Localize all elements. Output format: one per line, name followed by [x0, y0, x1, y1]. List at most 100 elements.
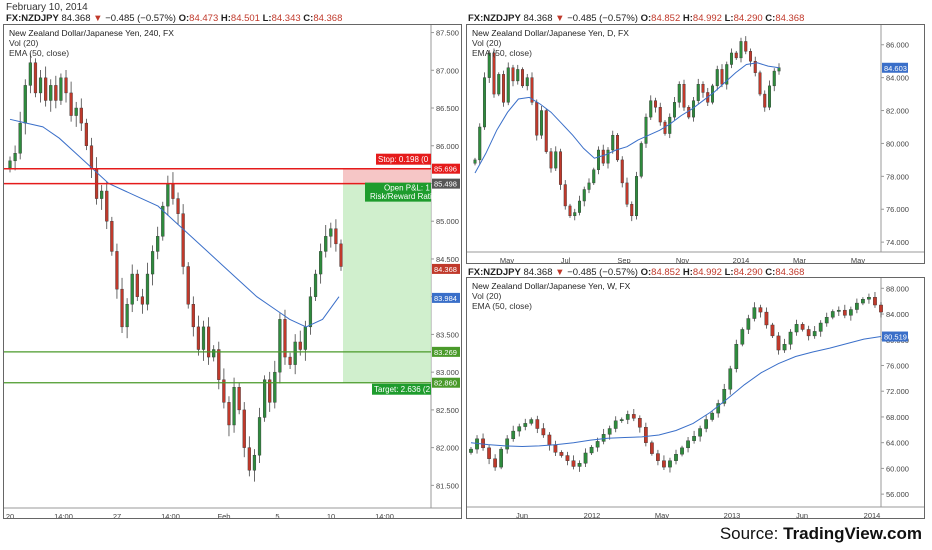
source-credit: Source: TradingView.com	[720, 524, 922, 544]
symbol[interactable]: FX:NZDJPY	[468, 13, 521, 24]
study-ema: EMA (50, close)	[472, 301, 532, 311]
price-label-last	[882, 331, 908, 342]
candle-down	[186, 266, 190, 305]
candle-down	[753, 60, 757, 73]
x-tick-label: 14:00	[54, 512, 73, 518]
x-tick-label: 2012	[584, 511, 601, 518]
high-value: 84.501	[230, 13, 260, 24]
candle-down	[615, 135, 620, 161]
candle-down	[758, 72, 762, 95]
candle-down	[520, 69, 525, 87]
chart-4h[interactable]: 81.50082.00082.50083.00083.50084.00084.5…	[4, 25, 461, 518]
candle-up	[710, 412, 715, 420]
candle-down	[535, 419, 540, 429]
candle-down	[776, 335, 781, 351]
risk-zone	[343, 168, 431, 184]
symbol[interactable]: FX:NZDJPY	[6, 13, 59, 24]
candle-down	[535, 102, 539, 136]
candle-up	[704, 419, 709, 429]
ema-line	[474, 62, 780, 174]
price-label-last-text: 84.603	[884, 64, 907, 73]
candle-up	[49, 85, 53, 101]
candle-up	[812, 331, 817, 337]
price-label-target	[432, 377, 460, 388]
candle-up	[59, 77, 63, 101]
y-tick-label: 87.500	[436, 29, 459, 38]
quote-header-4h: FX:NZDJPY 84.368 ▼ −0.485 (−0.57%) O:84.…	[6, 13, 343, 24]
candle-down	[196, 326, 201, 350]
quote-header-daily: FX:NZDJPY 84.368 ▼ −0.485 (−0.57%) O:84.…	[468, 13, 805, 24]
candle-up	[728, 368, 733, 390]
open-value: 84.852	[651, 267, 681, 278]
candle-up	[692, 436, 696, 441]
candle-up	[577, 463, 582, 467]
candle-up	[308, 296, 313, 328]
y-tick-label: 72.000	[886, 387, 909, 396]
candle-up	[313, 273, 318, 297]
candle-up	[611, 135, 615, 151]
candle-up	[592, 169, 596, 184]
candle-up	[740, 329, 745, 345]
y-tick-label: 84.000	[886, 310, 909, 319]
candle-up	[469, 448, 473, 453]
price-label-ema-last	[432, 292, 460, 303]
candle-up	[13, 153, 17, 162]
high-value: 84.992	[692, 13, 722, 24]
x-tick-label: 2014	[733, 256, 750, 263]
candle-down	[530, 77, 534, 103]
candle-down	[222, 379, 226, 403]
candle-up	[861, 299, 865, 304]
target-tag	[372, 383, 431, 395]
candle-up	[674, 454, 678, 461]
candle-up	[794, 324, 799, 333]
candle-up	[767, 85, 772, 108]
candle-up	[145, 273, 150, 305]
symbol[interactable]: FX:NZDJPY	[468, 267, 521, 278]
candle-down	[140, 296, 145, 305]
candle-down	[339, 243, 343, 267]
candle-down	[630, 204, 634, 217]
x-tick-label: May	[500, 256, 514, 263]
chart-panel-weekly[interactable]	[466, 277, 925, 519]
candle-down	[631, 414, 636, 419]
study-ema: EMA (50, close)	[472, 48, 532, 58]
chart-title: New Zealand Dollar/Japanese Yen, 240, FX	[9, 28, 174, 38]
candle-down	[571, 460, 576, 467]
close-value: 84.368	[775, 13, 805, 24]
candle-down	[110, 221, 114, 252]
x-tick-label: 5	[275, 512, 279, 518]
candle-down	[176, 198, 180, 214]
candle-up	[201, 326, 206, 350]
candle-down	[650, 442, 654, 454]
candle-up	[867, 297, 871, 300]
candle-up	[23, 85, 27, 124]
candle-down	[227, 402, 231, 426]
x-tick-label: Sep	[617, 256, 630, 263]
candle-up	[677, 84, 681, 103]
high-value: 84.992	[692, 267, 722, 278]
candle-up	[278, 319, 282, 373]
source-prefix: Source:	[719, 524, 784, 543]
candle-up	[680, 447, 684, 455]
y-tick-label: 86.000	[436, 142, 459, 151]
candle-down	[298, 341, 302, 350]
y-tick-label: 60.000	[886, 464, 909, 473]
candle-down	[744, 41, 748, 52]
price-change: −0.485 (−0.57%)	[567, 13, 638, 24]
chart-weekly[interactable]: 56.00060.00064.00068.00072.00076.00080.0…	[467, 278, 924, 518]
candle-down	[120, 288, 124, 328]
price-label-support	[432, 346, 460, 357]
candle-up	[511, 430, 516, 440]
candle-up	[634, 176, 639, 217]
candle-down	[764, 311, 769, 326]
price-label-last	[882, 62, 908, 73]
candle-up	[649, 100, 653, 118]
candle-up	[324, 236, 328, 252]
chart-daily[interactable]: 74.000 76.000 78.000 80.000 82.000 84.000 86.0…	[467, 25, 924, 263]
candle-up	[782, 344, 787, 351]
candle-up	[523, 423, 528, 427]
candle-up	[734, 344, 739, 369]
last-price: 84.368	[523, 13, 553, 24]
chart-panel-daily[interactable]	[466, 24, 925, 264]
candle-up	[818, 322, 823, 332]
